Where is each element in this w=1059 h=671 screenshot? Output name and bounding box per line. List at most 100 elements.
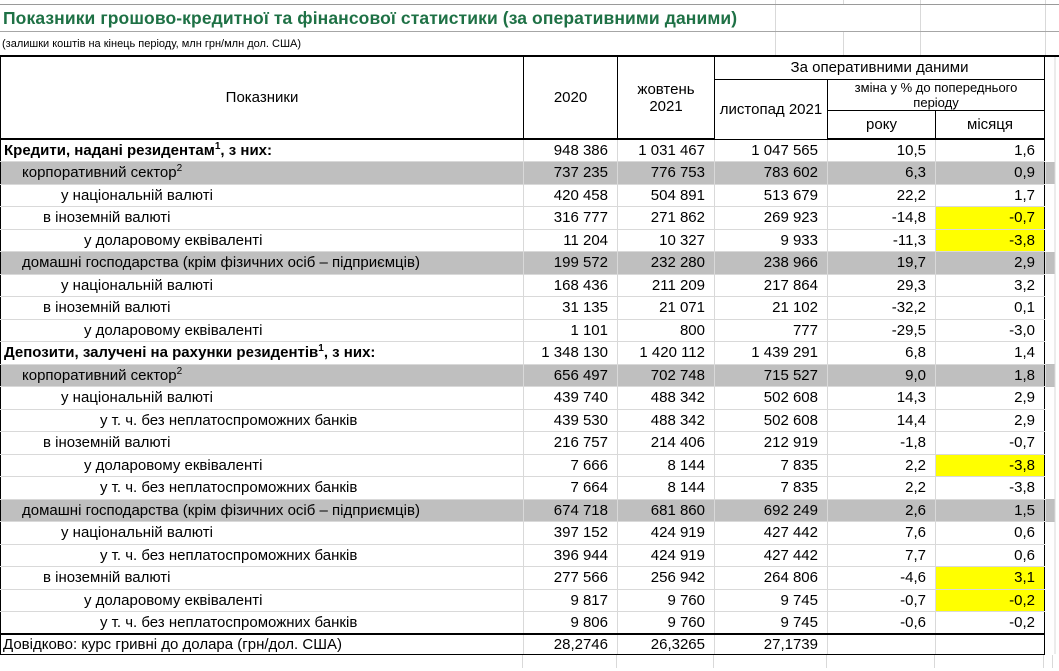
value-cell[interactable]: 27,1739: [714, 633, 828, 655]
row-label[interactable]: Депозити, залучені на рахунки резидентів…: [0, 341, 524, 365]
value-cell[interactable]: -4,6: [827, 566, 936, 590]
value-cell[interactable]: 2,2: [827, 454, 936, 477]
value-cell[interactable]: 715 527: [714, 364, 828, 387]
value-cell[interactable]: 488 342: [617, 386, 715, 410]
value-cell[interactable]: 1,5: [934, 499, 1046, 522]
row-label[interactable]: домашні господарства (крім фізичних осіб…: [0, 251, 524, 275]
value-cell[interactable]: 21 071: [617, 296, 715, 320]
value-cell[interactable]: 9 745: [714, 611, 828, 635]
value-cell[interactable]: 656 497: [523, 364, 618, 387]
value-cell[interactable]: 2,2: [827, 476, 936, 500]
value-cell[interactable]: 7 664: [523, 476, 618, 500]
value-cell[interactable]: 7 835: [714, 454, 828, 477]
row-label[interactable]: у т. ч. без неплатоспроможних банків: [0, 544, 524, 567]
value-cell[interactable]: 0,6: [934, 521, 1046, 545]
value-cell[interactable]: -3,8: [934, 454, 1046, 477]
value-cell[interactable]: 800: [617, 319, 715, 342]
value-cell[interactable]: 692 249: [714, 499, 828, 522]
value-cell[interactable]: 28,2746: [523, 633, 618, 655]
value-cell[interactable]: 316 777: [523, 206, 618, 230]
value-cell[interactable]: 9 760: [617, 589, 715, 612]
value-cell[interactable]: 269 923: [714, 206, 828, 230]
value-cell[interactable]: 0,6: [934, 544, 1046, 567]
value-cell[interactable]: -0,7: [934, 431, 1046, 455]
value-cell[interactable]: 1 101: [523, 319, 618, 342]
value-cell[interactable]: -14,8: [827, 206, 936, 230]
value-cell[interactable]: -0,2: [934, 611, 1046, 635]
value-cell[interactable]: 397 152: [523, 521, 618, 545]
value-cell[interactable]: -3,8: [934, 476, 1046, 500]
value-cell[interactable]: 6,8: [827, 341, 936, 365]
value-cell[interactable]: 783 602: [714, 161, 828, 185]
value-cell[interactable]: -3,0: [934, 319, 1046, 342]
value-cell[interactable]: 271 862: [617, 206, 715, 230]
value-cell[interactable]: 29,3: [827, 274, 936, 297]
value-cell[interactable]: 702 748: [617, 364, 715, 387]
value-cell[interactable]: 256 942: [617, 566, 715, 590]
row-label[interactable]: корпоративний сектор2: [0, 364, 524, 387]
value-cell[interactable]: 277 566: [523, 566, 618, 590]
value-cell[interactable]: -0,6: [827, 611, 936, 635]
value-cell[interactable]: 7,7: [827, 544, 936, 567]
row-label[interactable]: у доларовому еквіваленті: [0, 454, 524, 477]
value-cell[interactable]: 9 806: [523, 611, 618, 635]
row-label[interactable]: домашні господарства (крім фізичних осіб…: [0, 499, 524, 522]
value-cell[interactable]: 1 439 291: [714, 341, 828, 365]
value-cell[interactable]: -1,8: [827, 431, 936, 455]
value-cell[interactable]: 2,9: [934, 409, 1046, 432]
row-label[interactable]: у національній валюті: [0, 386, 524, 410]
row-label[interactable]: Довідково: курс гривні до долара (грн/до…: [0, 633, 524, 655]
value-cell[interactable]: 439 740: [523, 386, 618, 410]
value-cell[interactable]: 7 666: [523, 454, 618, 477]
value-cell[interactable]: 420 458: [523, 184, 618, 207]
value-cell[interactable]: 2,9: [934, 251, 1046, 275]
row-label[interactable]: в іноземній валюті: [0, 206, 524, 230]
value-cell[interactable]: 9 745: [714, 589, 828, 612]
value-cell[interactable]: 22,2: [827, 184, 936, 207]
value-cell[interactable]: 396 944: [523, 544, 618, 567]
header-2020[interactable]: 2020: [523, 55, 618, 140]
header-operational-data[interactable]: За оперативними даними: [713, 55, 1046, 80]
value-cell[interactable]: 737 235: [523, 161, 618, 185]
row-label[interactable]: у доларовому еквіваленті: [0, 589, 524, 612]
header-change-percent[interactable]: зміна у % до попереднього періоду: [826, 78, 1046, 111]
value-cell[interactable]: 214 406: [617, 431, 715, 455]
value-cell[interactable]: 6,3: [827, 161, 936, 185]
value-cell[interactable]: -0,2: [934, 589, 1046, 612]
value-cell[interactable]: 504 891: [617, 184, 715, 207]
value-cell[interactable]: 9 760: [617, 611, 715, 635]
value-cell[interactable]: 21 102: [714, 296, 828, 320]
value-cell[interactable]: 1 420 112: [617, 341, 715, 365]
value-cell[interactable]: 502 608: [714, 409, 828, 432]
value-cell[interactable]: 3,1: [934, 566, 1046, 590]
value-cell[interactable]: 264 806: [714, 566, 828, 590]
value-cell[interactable]: 168 436: [523, 274, 618, 297]
value-cell[interactable]: 427 442: [714, 544, 828, 567]
row-label[interactable]: у т. ч. без неплатоспроможних банків: [0, 611, 524, 635]
value-cell[interactable]: 9 817: [523, 589, 618, 612]
value-cell[interactable]: 2,9: [934, 386, 1046, 410]
value-cell[interactable]: 424 919: [617, 544, 715, 567]
value-cell[interactable]: 19,7: [827, 251, 936, 275]
row-label[interactable]: у національній валюті: [0, 274, 524, 297]
row-label[interactable]: в іноземній валюті: [0, 431, 524, 455]
value-cell[interactable]: -0,7: [827, 589, 936, 612]
value-cell[interactable]: 1 348 130: [523, 341, 618, 365]
row-label[interactable]: у доларовому еквіваленті: [0, 229, 524, 252]
header-october-2021[interactable]: жовтень 2021: [617, 55, 715, 140]
value-cell[interactable]: 0,1: [934, 296, 1046, 320]
value-cell[interactable]: 9,0: [827, 364, 936, 387]
value-cell[interactable]: 948 386: [523, 139, 618, 162]
value-cell[interactable]: 777: [714, 319, 828, 342]
value-cell[interactable]: 3,2: [934, 274, 1046, 297]
value-cell[interactable]: 1,6: [934, 139, 1046, 162]
value-cell[interactable]: 8 144: [617, 476, 715, 500]
value-cell[interactable]: 26,3265: [617, 633, 715, 655]
value-cell[interactable]: 0,9: [934, 161, 1046, 185]
value-cell[interactable]: 674 718: [523, 499, 618, 522]
header-november-2021[interactable]: листопад 2021: [714, 78, 828, 140]
value-cell[interactable]: 9 933: [714, 229, 828, 252]
row-label[interactable]: у національній валюті: [0, 521, 524, 545]
value-cell[interactable]: 681 860: [617, 499, 715, 522]
value-cell[interactable]: 2,6: [827, 499, 936, 522]
